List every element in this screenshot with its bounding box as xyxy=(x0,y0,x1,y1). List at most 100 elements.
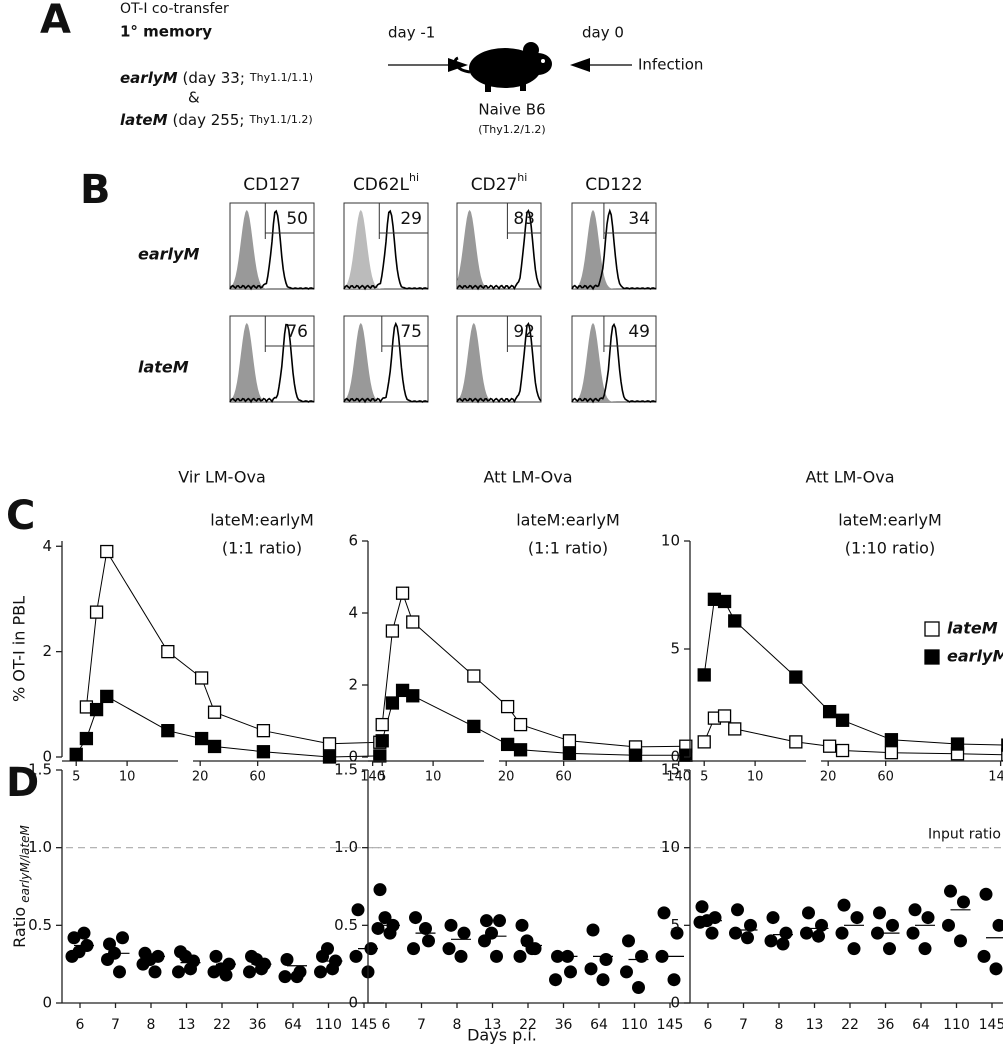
data-point xyxy=(467,719,481,734)
data-point xyxy=(407,942,420,956)
data-point xyxy=(513,717,528,732)
isotype-histogram xyxy=(457,209,541,289)
chart-title: Att LM-Ova xyxy=(805,468,894,487)
gate xyxy=(603,203,656,239)
data-point xyxy=(979,887,993,901)
marker-histogram xyxy=(229,323,315,404)
data-point xyxy=(406,689,420,703)
marker-name: CD27 xyxy=(471,175,518,195)
x-tick-label: 140 xyxy=(666,770,691,785)
data-point xyxy=(172,965,185,979)
data-point xyxy=(697,668,711,682)
data-point xyxy=(697,735,711,749)
data-point xyxy=(500,737,515,752)
x-tick-label: 6 xyxy=(382,1017,391,1033)
data-point xyxy=(802,906,815,920)
data-point xyxy=(395,586,410,600)
data-point xyxy=(599,953,613,967)
y-axis-label: % OT-I in PBL xyxy=(10,596,29,702)
panel-label: A xyxy=(40,0,71,43)
y-label-main: Ratio xyxy=(10,907,29,948)
gate xyxy=(506,316,541,352)
percent-label: 34 xyxy=(628,209,650,229)
data-point xyxy=(375,734,389,748)
data-point xyxy=(717,709,732,723)
data-point xyxy=(741,931,754,945)
marker-name: CD62L xyxy=(353,175,410,195)
x-tick-label: 145 xyxy=(979,1017,1003,1033)
x-tick-label: 5 xyxy=(72,770,80,785)
data-point xyxy=(444,918,458,932)
x-tick-label: 20 xyxy=(192,770,209,785)
data-point xyxy=(822,704,837,719)
data-point xyxy=(670,926,684,940)
data-point xyxy=(667,973,681,987)
data-point xyxy=(850,911,864,925)
data-point xyxy=(731,903,744,917)
data-point xyxy=(657,906,671,920)
panel-label: C xyxy=(6,493,35,539)
recipient-thy: (Thy1.2/1.2) xyxy=(478,123,545,136)
data-point xyxy=(596,973,610,987)
panel-label: B xyxy=(80,167,111,213)
heading: OT-I co-transfer xyxy=(120,1,229,17)
legend-swatch xyxy=(924,649,940,665)
y-label-sub: earlyM/lateM xyxy=(18,825,32,903)
y-tick-label: 1.5 xyxy=(28,761,52,779)
data-point xyxy=(812,929,825,943)
data-point xyxy=(871,926,884,940)
data-point xyxy=(884,746,899,760)
chart-subtitle: lateM:earlyM xyxy=(838,511,942,530)
data-point xyxy=(373,749,387,763)
x-tick-label: 13 xyxy=(484,1017,502,1033)
marker-header: CD122 xyxy=(585,175,642,195)
x-tick-label: 64 xyxy=(284,1017,302,1033)
data-point xyxy=(321,942,334,956)
x-tick-label: 8 xyxy=(775,1017,784,1033)
x-tick-label: 10 xyxy=(119,770,136,785)
chart-subtitle: lateM:earlyM xyxy=(210,511,314,530)
marker-histogram xyxy=(343,321,429,404)
percent-label: 92 xyxy=(513,322,535,342)
data-point xyxy=(705,926,719,940)
data-point xyxy=(513,949,527,963)
marker-histogram xyxy=(571,322,657,404)
x-tick-label: 60 xyxy=(877,770,894,785)
x-tick-label: 36 xyxy=(555,1017,573,1033)
isotype-histogram xyxy=(230,209,314,289)
x-tick-label: 6 xyxy=(76,1017,85,1033)
data-point xyxy=(250,953,263,967)
late_line: lateM (day 255; Thy1.1/1.2) xyxy=(120,111,313,129)
data-point xyxy=(789,735,803,749)
data-point xyxy=(789,670,803,684)
data-point xyxy=(278,970,292,984)
data-point xyxy=(950,737,965,751)
data-point xyxy=(1001,738,1003,752)
data-point xyxy=(385,624,400,638)
subheading: 1° memory xyxy=(120,23,212,41)
data-point xyxy=(143,953,157,967)
data-point xyxy=(883,942,896,956)
data-point xyxy=(419,921,432,935)
data-point xyxy=(728,722,742,736)
x-tick-label: 64 xyxy=(590,1017,608,1033)
data-point xyxy=(954,934,967,948)
data-point xyxy=(406,615,420,629)
data-point xyxy=(921,911,935,925)
data-point xyxy=(485,926,498,940)
data-point xyxy=(695,900,709,914)
data-point xyxy=(564,965,577,979)
data-point xyxy=(717,594,732,609)
data-point xyxy=(837,898,851,912)
data-point xyxy=(515,918,529,932)
percent-label: 29 xyxy=(400,209,422,229)
y-tick-label: 1.0 xyxy=(334,838,358,856)
data-point xyxy=(549,973,562,987)
x-tick-label: 110 xyxy=(621,1017,648,1033)
data-point xyxy=(194,671,209,685)
data-point xyxy=(835,713,850,727)
data-point xyxy=(409,911,422,925)
x-tick-label: 8 xyxy=(147,1017,156,1033)
chart-subtitle: (1:1 ratio) xyxy=(528,539,608,558)
x-tick-label: 36 xyxy=(249,1017,267,1033)
